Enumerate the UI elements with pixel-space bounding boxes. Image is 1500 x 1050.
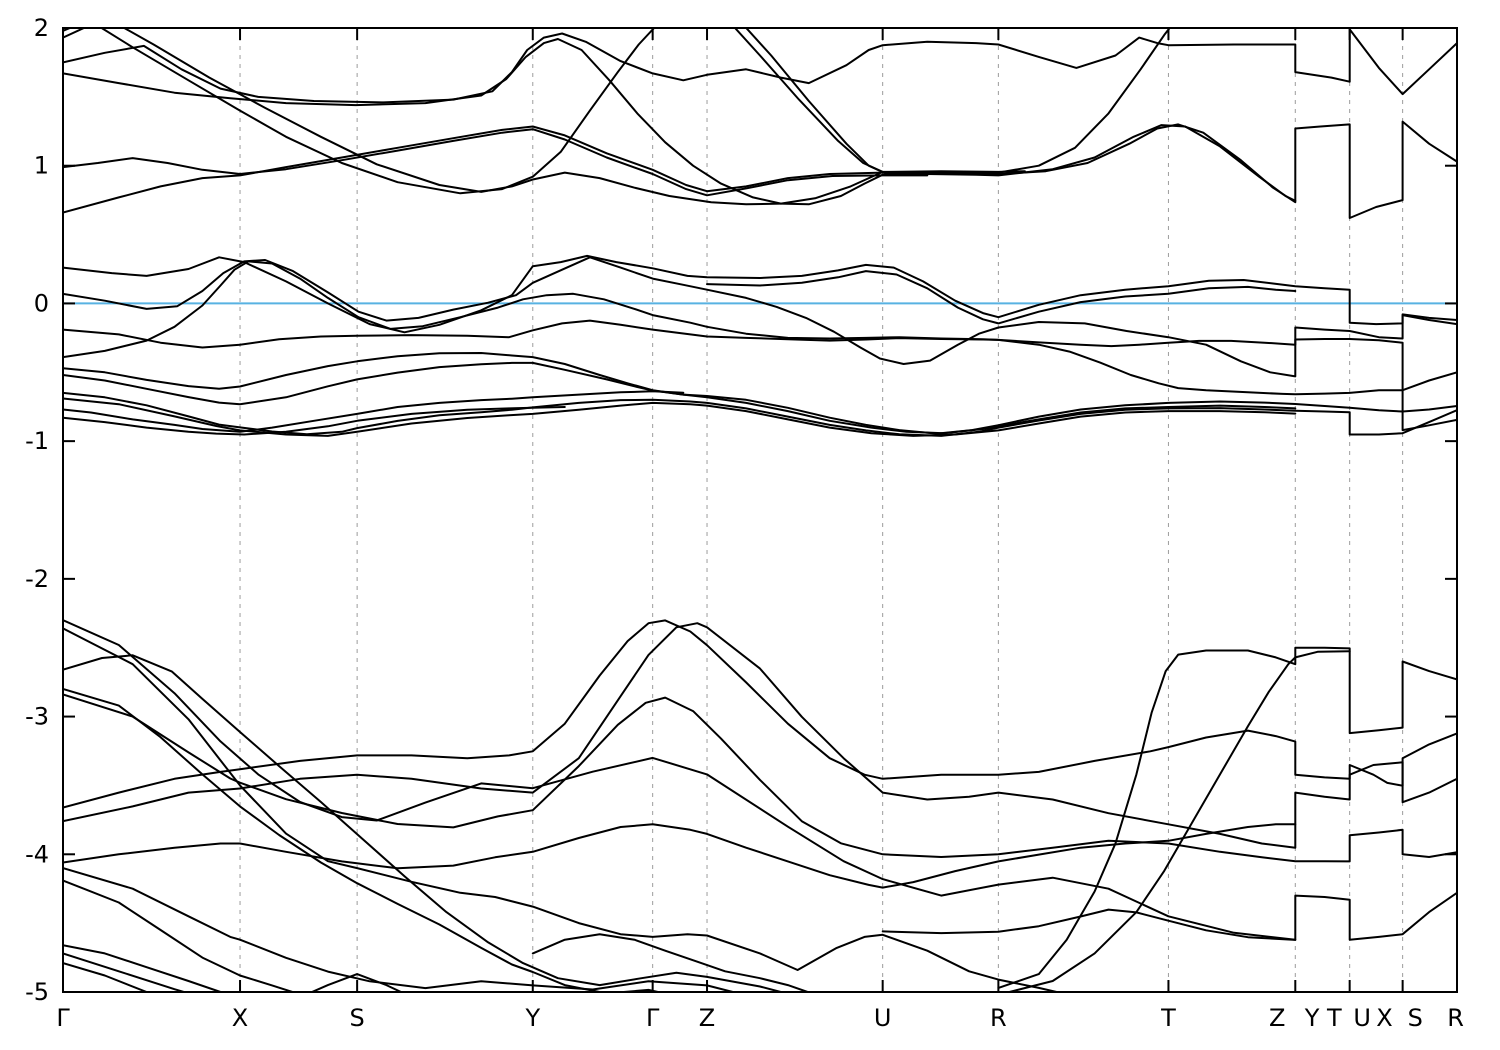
band-16: [63, 391, 1457, 437]
tick-marks: [62, 27, 1458, 993]
band-12: [63, 256, 1457, 378]
y-tick-label: 0: [34, 289, 49, 317]
x-tick-label: X: [232, 1004, 248, 1032]
band-18: [63, 361, 1297, 435]
x-tick-label: Γ: [56, 1004, 70, 1032]
band-24: [63, 654, 785, 992]
x-tick-label: R: [990, 1004, 1007, 1032]
x-tick-label: U: [874, 1004, 892, 1032]
x-tick-label: X: [1376, 1004, 1392, 1032]
band-17: [63, 397, 1297, 437]
y-tick-label: -1: [25, 427, 49, 455]
band-19: [63, 390, 685, 433]
band-35: [309, 973, 404, 992]
band-28: [63, 622, 1457, 849]
band-38: [881, 908, 1297, 941]
band-06: [63, 38, 1457, 219]
y-tick-label: -2: [25, 565, 49, 593]
x-tick-label: Γ: [646, 1004, 660, 1032]
y-axis-labels: 2 1 0 -1 -2 -3 -4 -5: [25, 14, 49, 1006]
x-tick-label: Y: [524, 1004, 540, 1032]
x-tick-label: Z: [699, 1004, 715, 1032]
band-25: [63, 688, 663, 992]
band-30: [63, 867, 737, 992]
band-13: [63, 260, 1457, 396]
y-tick-label: 1: [34, 152, 49, 180]
band-curves: [63, 28, 1457, 992]
band-31: [63, 879, 296, 992]
band-07: [733, 28, 1171, 174]
band-21: [706, 270, 1297, 325]
x-tick-label: U: [1353, 1004, 1371, 1032]
x-tick-label: Z: [1269, 1004, 1285, 1032]
band-15: [63, 352, 1457, 435]
y-tick-label: -5: [25, 978, 49, 1006]
band-20: [63, 406, 566, 436]
band-01: [63, 28, 87, 39]
band-39: [531, 933, 811, 992]
band-04: [122, 28, 1026, 206]
band-09: [63, 125, 929, 214]
x-tick-label: T: [1160, 1004, 1176, 1032]
x-tick-label: Y: [1304, 1004, 1320, 1032]
band-37: [1005, 650, 1351, 992]
y-tick-label: -4: [25, 840, 49, 868]
band-33: [63, 952, 188, 992]
band-29: [63, 823, 1297, 889]
x-tick-label: S: [1408, 1004, 1423, 1032]
band-10: [63, 128, 929, 197]
band-11: [63, 254, 1457, 334]
band-26: [63, 693, 1457, 863]
x-tick-label: T: [1326, 1004, 1342, 1032]
band-23: [63, 627, 1062, 992]
band-08: [744, 28, 1297, 202]
band-36: [997, 646, 1457, 989]
band-32: [63, 944, 224, 992]
band-34: [63, 962, 151, 992]
y-tick-label: 2: [34, 14, 49, 42]
x-tick-label: R: [1447, 1004, 1464, 1032]
y-tick-label: -3: [25, 703, 49, 731]
x-tick-label: S: [350, 1004, 365, 1032]
band-05: [63, 28, 1457, 104]
band-14: [63, 319, 1457, 432]
plot-border: [62, 27, 1458, 993]
